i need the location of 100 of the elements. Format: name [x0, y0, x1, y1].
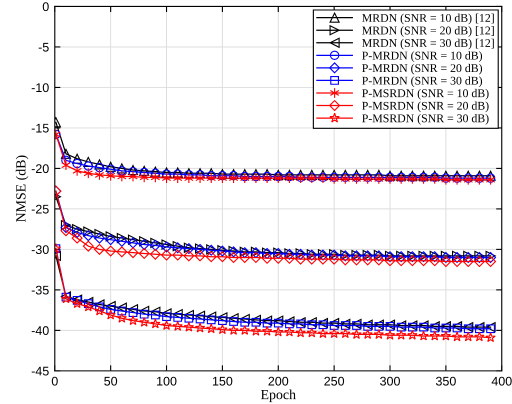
point: [262, 318, 272, 328]
point: [140, 310, 149, 319]
point: [206, 312, 216, 322]
point: [82, 230, 94, 242]
point: [106, 162, 116, 172]
point: [228, 324, 239, 335]
point: [486, 170, 496, 181]
point: [284, 316, 295, 327]
point: [161, 320, 172, 330]
point: [150, 306, 160, 317]
point: [217, 324, 228, 334]
point: [272, 252, 284, 264]
point: [384, 255, 396, 266]
x-tick-label: 150: [212, 376, 232, 386]
point: [72, 158, 82, 168]
point: [94, 232, 105, 244]
point: [116, 302, 127, 313]
point: [452, 170, 462, 181]
point: [296, 320, 305, 328]
point: [429, 255, 440, 266]
point: [328, 328, 340, 338]
y-tick-label: -30: [32, 245, 49, 254]
point: [328, 254, 340, 265]
point: [194, 322, 206, 332]
x-tick-label: 350: [436, 376, 456, 386]
point: [83, 301, 94, 312]
point: [116, 232, 127, 244]
point: [184, 310, 194, 320]
point: [61, 156, 71, 166]
point: [184, 314, 194, 323]
legend-label: P-MSRDN (SNR = 10 dB): [362, 88, 489, 100]
legend-label: P-MSRDN (SNR = 30 dB): [362, 114, 489, 125]
legend-label: P-MSRDN (SNR = 20 dB): [362, 101, 489, 112]
point: [194, 310, 206, 321]
point: [351, 254, 362, 266]
point: [441, 173, 451, 183]
point: [396, 255, 407, 266]
point: [452, 321, 462, 332]
point: [452, 256, 463, 268]
point: [216, 251, 228, 262]
point: [318, 328, 328, 338]
point: [430, 321, 440, 332]
point: [318, 254, 328, 265]
point: [94, 306, 105, 316]
point: [138, 248, 150, 259]
point: [183, 250, 194, 262]
point: [206, 315, 216, 324]
point: [273, 316, 284, 326]
point: [116, 236, 128, 247]
point: [72, 154, 82, 164]
point: [274, 318, 283, 328]
point: [462, 256, 474, 268]
point: [440, 170, 451, 181]
point: [72, 224, 82, 234]
point: [329, 318, 340, 328]
point: [407, 320, 418, 331]
point: [162, 312, 171, 321]
point: [452, 324, 462, 332]
x-tick-label: 400: [492, 376, 512, 386]
point: [139, 236, 150, 246]
point: [194, 250, 206, 262]
point: [60, 220, 72, 230]
point: [306, 327, 317, 338]
point: [463, 331, 474, 342]
point: [150, 318, 161, 328]
point: [362, 254, 374, 266]
point: [172, 309, 183, 320]
point: [84, 299, 93, 308]
point: [330, 321, 339, 330]
point: [60, 225, 72, 236]
point: [340, 318, 350, 329]
point: [173, 313, 182, 322]
point: [117, 166, 127, 176]
point: [306, 170, 317, 180]
point: [373, 254, 384, 266]
point: [351, 318, 362, 329]
point: [139, 316, 150, 327]
point: [139, 306, 150, 316]
point: [463, 170, 474, 181]
point: [485, 256, 496, 268]
point: [485, 332, 496, 342]
point: [418, 330, 429, 341]
legend-label: P-MRDN (SNR = 10 dB): [362, 51, 482, 62]
point: [440, 330, 452, 341]
y-tick-label: -35: [32, 286, 49, 295]
point: [262, 172, 272, 182]
point: [419, 322, 428, 332]
point: [486, 173, 496, 183]
point: [239, 252, 250, 263]
point: [250, 326, 262, 336]
point: [60, 148, 72, 159]
point: [184, 322, 194, 332]
point: [240, 172, 250, 184]
point: [218, 316, 227, 326]
point: [128, 304, 138, 314]
point: [408, 322, 417, 332]
point: [161, 239, 172, 250]
point: [295, 254, 306, 265]
point: [274, 172, 284, 184]
point: [464, 173, 473, 183]
